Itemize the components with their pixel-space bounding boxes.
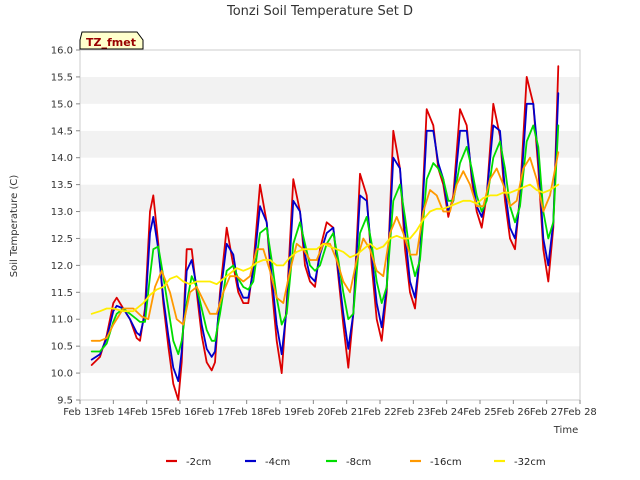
x-tick-label: Feb 13	[63, 407, 97, 418]
x-tick-label: Feb 22	[363, 407, 397, 418]
grid-band	[80, 130, 580, 158]
x-tick-label: Feb 25	[463, 407, 497, 418]
y-axis-label: Soil Temperature (C)	[9, 175, 20, 278]
y-tick-label: 14.0	[51, 153, 73, 164]
x-tick-label: Feb 16	[163, 407, 197, 418]
legend-label: -4cm	[265, 457, 290, 468]
chart-title: Tonzi Soil Temperature Set D	[226, 4, 413, 19]
x-tick-label: Feb 20	[297, 407, 331, 418]
badge-shape	[79, 31, 144, 50]
x-tick-label: Feb 27	[530, 407, 564, 418]
x-tick-label: Feb 23	[397, 407, 431, 418]
series-line-32cmcm-depth	[90, 183, 560, 315]
legend-label: -8cm	[346, 457, 371, 468]
x-tick-label: Feb 18	[230, 407, 264, 418]
series-line-2cmcm-depth	[90, 65, 560, 401]
y-axis-ticks: 9.5 10.0 10.5 11.0 11.5 12.0 12.5 13.0 13.5 14.0 1…	[51, 46, 80, 407]
y-tick-label: 14.5	[51, 126, 73, 137]
grid-band	[80, 76, 580, 104]
y-tick-label: 9.5	[57, 396, 73, 407]
legend-label: -32cm	[514, 457, 546, 468]
x-tick-label: Feb 17	[197, 407, 231, 418]
y-tick-label: 16.0	[51, 46, 73, 57]
series-line-4cmcm-depth	[90, 92, 560, 383]
grid-band	[80, 184, 580, 212]
x-tick-label: Feb 15	[130, 407, 164, 418]
y-tick-label: 11.0	[51, 315, 73, 326]
y-tick-label: 11.5	[51, 288, 73, 299]
grid-band	[80, 157, 580, 185]
series-line-16cmcm-depth	[90, 151, 560, 342]
legend-label: -2cm	[186, 457, 211, 468]
plot-area	[79, 49, 581, 401]
y-tick-label: 12.0	[51, 261, 73, 272]
x-tick-label: Feb 19	[263, 407, 297, 418]
badge-label: TZ_fmet	[86, 36, 136, 49]
grid-band	[80, 103, 580, 131]
x-tick-label: Feb 14	[97, 407, 131, 418]
y-tick-label: 15.5	[51, 72, 73, 83]
y-tick-label: 13.5	[51, 180, 73, 191]
grid-band	[80, 238, 580, 266]
y-tick-label: 10.5	[51, 342, 73, 353]
grid-band	[80, 319, 580, 347]
y-tick-label: 12.5	[51, 234, 73, 245]
y-tick-label: 15.0	[51, 99, 73, 110]
x-tick-label: Feb 24	[430, 407, 464, 418]
x-tick-label: Feb 21	[330, 407, 364, 418]
x-tick-label: Feb 26	[497, 407, 531, 418]
grid-band	[80, 346, 580, 374]
x-tick-label: Feb 28	[563, 407, 597, 418]
grid-band	[80, 373, 580, 400]
legend-label: -16cm	[430, 457, 462, 468]
series-layer	[90, 65, 560, 401]
x-axis-label: Time	[553, 425, 578, 436]
x-axis-ticks: Feb 13 Feb 14 Feb 15 Feb 16 Feb 17 Feb 18 Feb …	[63, 400, 597, 418]
y-tick-label: 13.0	[51, 207, 73, 218]
y-tick-label: 10.0	[51, 369, 73, 380]
grid-band	[80, 50, 580, 77]
grid-band	[80, 292, 580, 320]
tz-fmet-badge: TZ_fmet	[79, 31, 144, 50]
legend: -2cm -4cm -8cm -16cm -32cm	[166, 457, 546, 468]
